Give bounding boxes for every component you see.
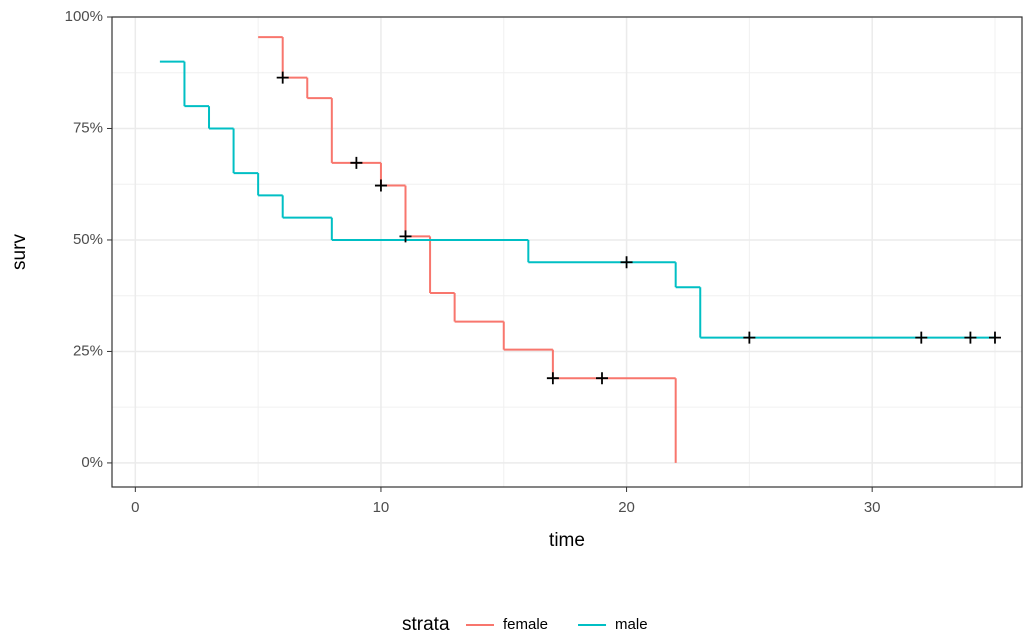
y-tick-label: 75% (73, 119, 103, 136)
y-tick-label: 0% (81, 454, 103, 471)
x-tick-label: 30 (864, 499, 881, 516)
y-tick-label: 100% (65, 8, 103, 25)
x-tick-label: 20 (618, 499, 635, 516)
y-tick-label: 50% (73, 231, 103, 248)
censor-mark (964, 331, 977, 344)
censor-mark (276, 71, 289, 84)
plot-background (112, 17, 1022, 487)
x-tick-label: 0 (131, 499, 139, 516)
plot-border (111, 16, 1023, 488)
censor-mark (620, 256, 633, 269)
legend-title: strata (402, 614, 450, 635)
x-tick-label: 10 (373, 499, 390, 516)
censor-mark (743, 331, 756, 344)
y-axis-title: surv (9, 234, 30, 270)
censor-mark (915, 331, 928, 344)
censor-mark (546, 372, 559, 385)
censor-mark (399, 230, 412, 243)
legend-label: male (615, 616, 648, 633)
censor-mark (988, 331, 1001, 344)
y-tick-label: 25% (73, 342, 103, 359)
legend-label: female (503, 616, 548, 633)
censor-mark (350, 156, 363, 169)
censor-mark (374, 179, 387, 192)
censor-mark (596, 372, 608, 385)
x-axis-title: time (549, 530, 585, 551)
